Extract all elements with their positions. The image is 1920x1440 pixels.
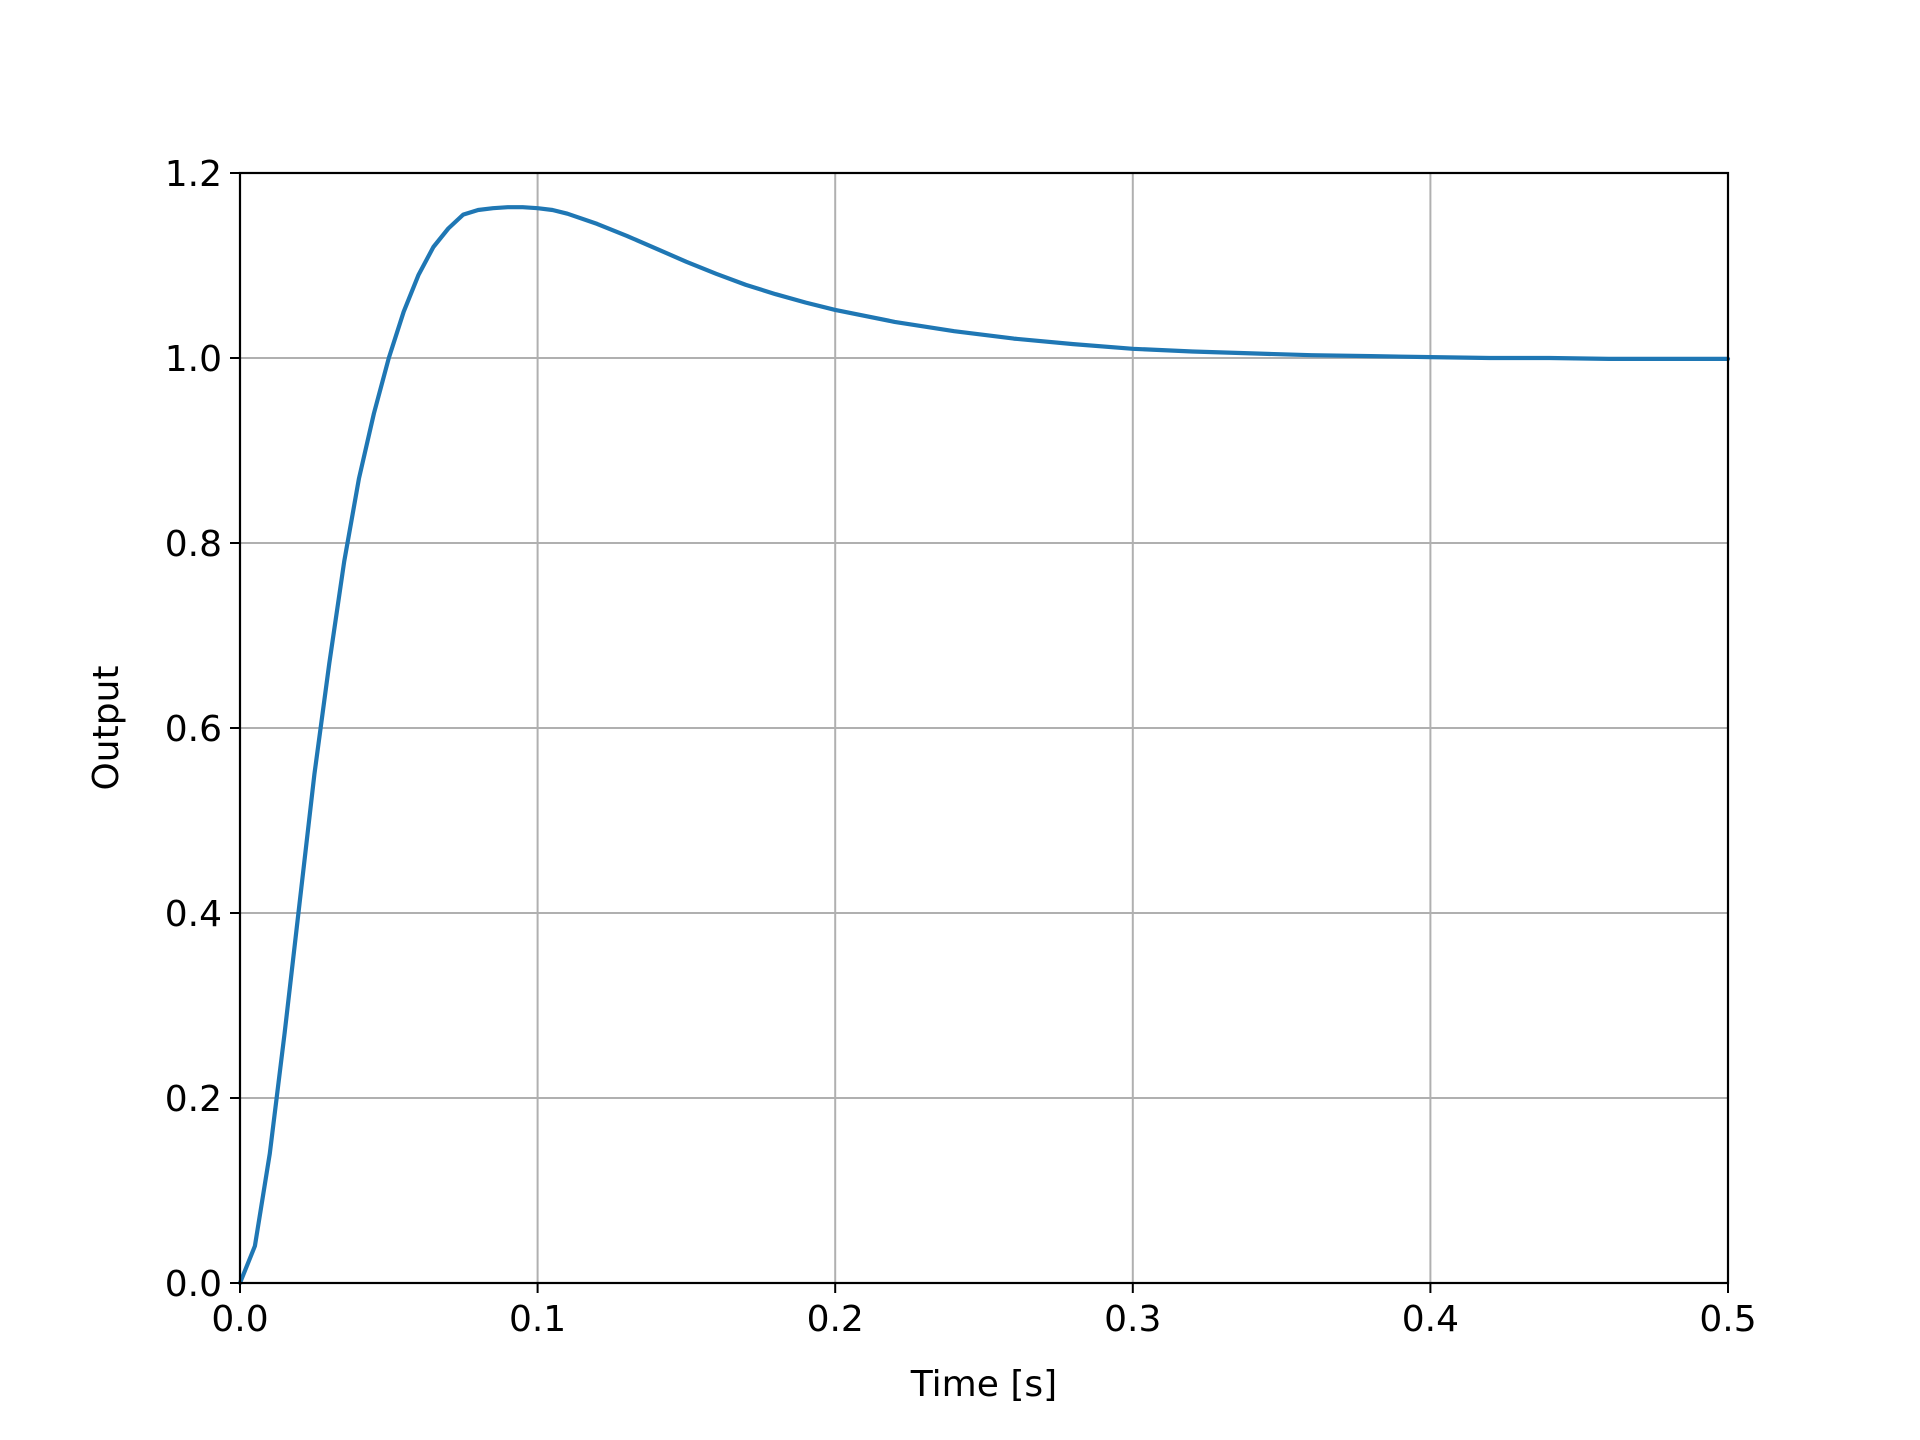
- y-tick-label: 0.4: [165, 894, 222, 935]
- y-tick-label: 0.8: [165, 524, 222, 565]
- x-tick-label: 0.4: [1402, 1299, 1459, 1340]
- x-axis-label: Time [s]: [910, 1364, 1057, 1405]
- series-line: [237, 205, 1731, 1286]
- x-tick-label: 0.0: [211, 1299, 268, 1340]
- series-layer: [237, 205, 1731, 1286]
- y-tick-label: 0.0: [165, 1264, 222, 1305]
- y-tick-label: 0.6: [165, 709, 222, 750]
- x-tick-label: 0.1: [509, 1299, 566, 1340]
- x-tick-label: 0.5: [1699, 1299, 1756, 1340]
- x-tick-label: 0.2: [807, 1299, 864, 1340]
- y-axis-label: Output: [86, 665, 127, 790]
- ticks: 0.0 0.1 0.2 0.3 0.4 0.5 0.0 0.2 0.4 0.6 0.8 1.0 1.2: [165, 154, 1757, 1340]
- x-tick-label: 0.3: [1104, 1299, 1161, 1340]
- y-tick-label: 1.2: [165, 154, 222, 195]
- y-tick-label: 1.0: [165, 339, 222, 380]
- y-tick-label: 0.2: [165, 1079, 222, 1120]
